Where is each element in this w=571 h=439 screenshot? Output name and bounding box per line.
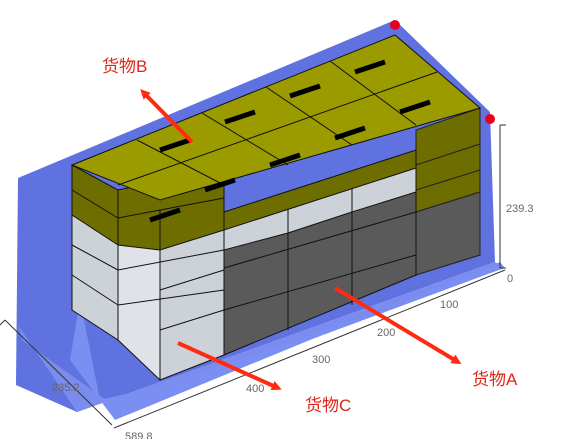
axis-tick-label: 200 [377, 327, 395, 339]
axis-tick-label: 100 [440, 299, 458, 311]
box-handles [149, 59, 431, 223]
length-value-label: 589.8 [125, 431, 153, 439]
cargo-a-label: 货物A [472, 370, 518, 389]
corner-marker [485, 114, 495, 124]
arrow-cargo-a [333, 286, 462, 365]
height-value-label: 239.3 [506, 203, 534, 215]
axes [0, 124, 506, 429]
corner-marker [390, 20, 400, 30]
height-zero-label: 0 [507, 273, 513, 285]
axis-tick-label: 300 [312, 354, 330, 366]
width-value-label: 235.2 [52, 382, 80, 394]
arrow-cargo-c [177, 341, 282, 391]
arrow-cargo-b [140, 89, 194, 144]
container-floor [18, 262, 504, 412]
axis-tick-label: 400 [246, 383, 264, 395]
cargo-c-label: 货物C [305, 396, 352, 415]
container-floor-front [70, 262, 505, 420]
cargo-b-label: 货物B [102, 57, 148, 76]
